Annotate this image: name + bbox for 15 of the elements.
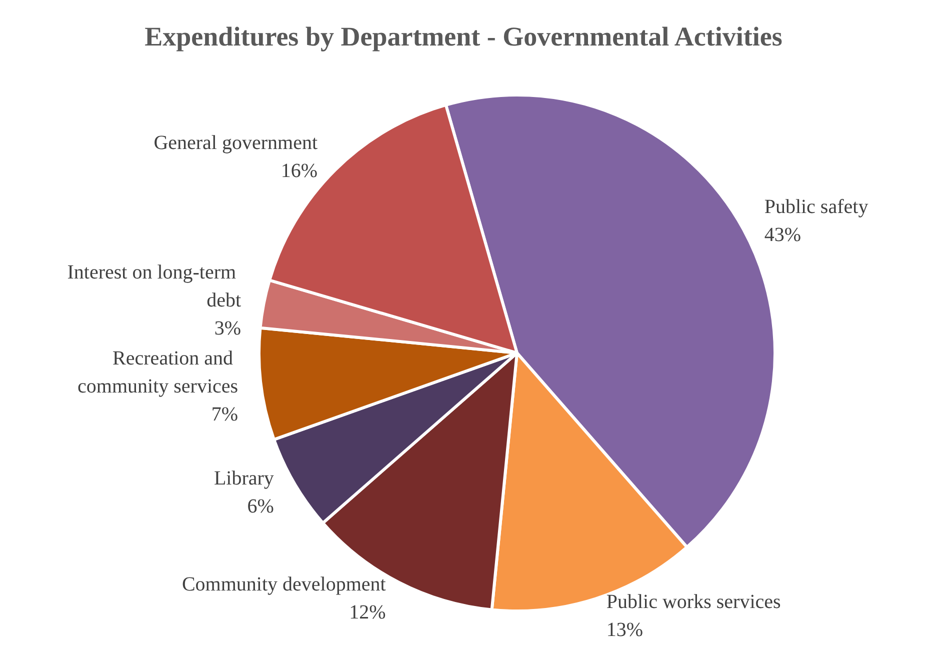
chart-title: Expenditures by Department - Governmental Activities [144, 22, 782, 52]
slice-label: Public works services [606, 590, 782, 613]
slice-label: Recreation and community services [78, 348, 238, 398]
slice-label: Community development [182, 573, 386, 596]
data-label: 12% [349, 601, 386, 624]
slice-label: Interest on long-term debt [67, 261, 242, 312]
slice-label: Public safety [764, 196, 868, 218]
data-label: 16% [280, 160, 318, 182]
data-label: 3% [214, 317, 242, 340]
data-label: 6% [247, 496, 274, 518]
data-label: 13% [606, 618, 644, 641]
slice-label: Library [214, 468, 274, 490]
data-label: 43% [764, 224, 801, 246]
slice-label: General government [154, 132, 318, 154]
data-label: 7% [211, 404, 238, 426]
